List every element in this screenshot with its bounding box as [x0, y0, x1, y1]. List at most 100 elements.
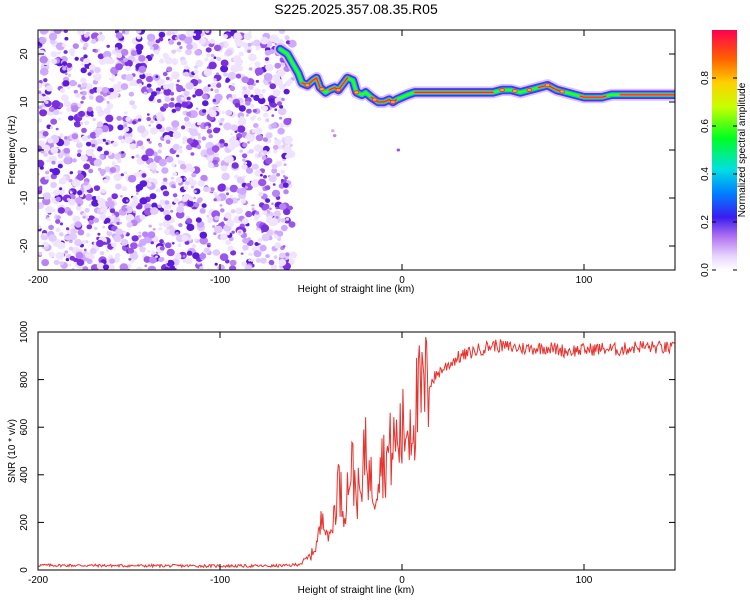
noise-speckle — [285, 40, 291, 45]
noise-speckle — [248, 148, 254, 154]
noise-speckle — [64, 36, 69, 41]
noise-speckle — [86, 224, 93, 230]
noise-speckle — [63, 50, 68, 54]
noise-speckle — [254, 144, 263, 152]
noise-speckle — [92, 48, 96, 53]
noise-speckle — [270, 122, 278, 129]
noise-speckle — [121, 186, 128, 192]
noise-speckle — [176, 79, 180, 83]
signal-hotspot — [390, 100, 396, 105]
noise-speckle — [203, 186, 210, 192]
noise-speckle — [84, 120, 90, 126]
noise-speckle — [130, 50, 138, 57]
noise-speckle — [129, 81, 134, 86]
noise-speckle — [243, 32, 252, 41]
noise-speckle — [99, 31, 103, 35]
noise-speckle — [205, 30, 210, 34]
snr-plot-area — [38, 337, 675, 569]
noise-speckle — [53, 109, 60, 116]
noise-speckle — [261, 89, 266, 93]
noise-speckle — [228, 97, 233, 102]
noise-speckle — [201, 203, 207, 208]
noise-speckle — [137, 125, 146, 133]
snr-ylabel: SNR (10 * v/v) — [7, 419, 18, 483]
noise-speckle — [81, 240, 87, 245]
noise-speckle — [103, 107, 111, 115]
noise-speckle — [82, 215, 86, 219]
noise-speckle — [139, 246, 146, 253]
noise-speckle — [59, 222, 64, 226]
noise-speckle — [183, 177, 187, 181]
noise-speckle — [225, 192, 230, 196]
noise-speckle — [197, 180, 205, 187]
noise-speckle — [62, 80, 70, 87]
noise-speckle — [255, 258, 262, 263]
signal-hotspot — [559, 89, 565, 94]
noise-speckle — [143, 91, 148, 96]
noise-speckle — [264, 185, 271, 191]
noise-speckle — [279, 105, 284, 109]
noise-speckle — [206, 214, 210, 218]
noise-speckle — [148, 162, 157, 171]
noise-speckle — [177, 148, 183, 154]
noise-speckle — [255, 134, 264, 142]
noise-speckle — [40, 149, 45, 154]
noise-speckle — [271, 202, 274, 205]
noise-speckle — [287, 79, 293, 85]
colorbar-tick-label: 0.2 — [700, 215, 711, 229]
noise-speckle — [158, 143, 163, 148]
noise-speckle — [121, 30, 126, 34]
noise-speckle — [94, 226, 98, 230]
noise-speckle — [75, 251, 84, 260]
noise-speckle — [202, 94, 208, 100]
noise-speckle — [274, 230, 279, 235]
noise-speckle — [62, 61, 68, 66]
spectrogram-image — [38, 30, 675, 270]
noise-speckle — [114, 47, 119, 51]
noise-speckle — [117, 81, 122, 86]
colorbar-tick-label: 0.4 — [700, 167, 711, 181]
noise-speckle — [192, 252, 200, 260]
noise-speckle — [259, 95, 263, 99]
noise-speckle — [186, 250, 193, 256]
noise-speckle — [96, 146, 103, 152]
noise-speckle — [289, 41, 293, 44]
signal-hotspot — [319, 87, 325, 92]
noise-speckle — [99, 169, 107, 175]
noise-speckle — [283, 208, 291, 216]
noise-speckle — [241, 153, 248, 159]
noise-speckle — [155, 255, 158, 258]
noise-speckle — [271, 168, 278, 174]
noise-speckle — [171, 120, 180, 128]
noise-speckle — [201, 136, 207, 141]
noise-speckle — [241, 76, 249, 83]
noise-speckle — [258, 192, 264, 197]
noise-speckle — [87, 72, 92, 76]
noise-speckle — [80, 100, 84, 104]
noise-speckle — [180, 96, 185, 101]
noise-speckle — [59, 88, 65, 94]
noise-speckle — [254, 67, 264, 76]
noise-speckle — [125, 116, 131, 122]
noise-speckle — [132, 210, 136, 214]
noise-speckle — [331, 129, 335, 133]
noise-speckle — [116, 158, 122, 164]
noise-speckle — [255, 211, 260, 215]
noise-speckle — [112, 247, 116, 251]
noise-speckle — [282, 245, 286, 248]
colorbar-tick-label: 0.0 — [700, 263, 711, 277]
noise-speckle — [76, 259, 85, 266]
noise-speckle — [231, 162, 239, 169]
noise-speckle — [46, 159, 50, 163]
spectrogram-xtick-label: -100 — [210, 275, 230, 286]
noise-speckle — [66, 230, 72, 235]
noise-speckle — [225, 109, 233, 116]
noise-speckle — [103, 178, 108, 184]
colorbar-gradient — [712, 30, 737, 270]
noise-speckle — [171, 58, 179, 65]
noise-speckle — [230, 132, 233, 136]
noise-speckle — [186, 223, 195, 231]
noise-speckle — [88, 168, 94, 174]
noise-speckle — [199, 208, 206, 214]
